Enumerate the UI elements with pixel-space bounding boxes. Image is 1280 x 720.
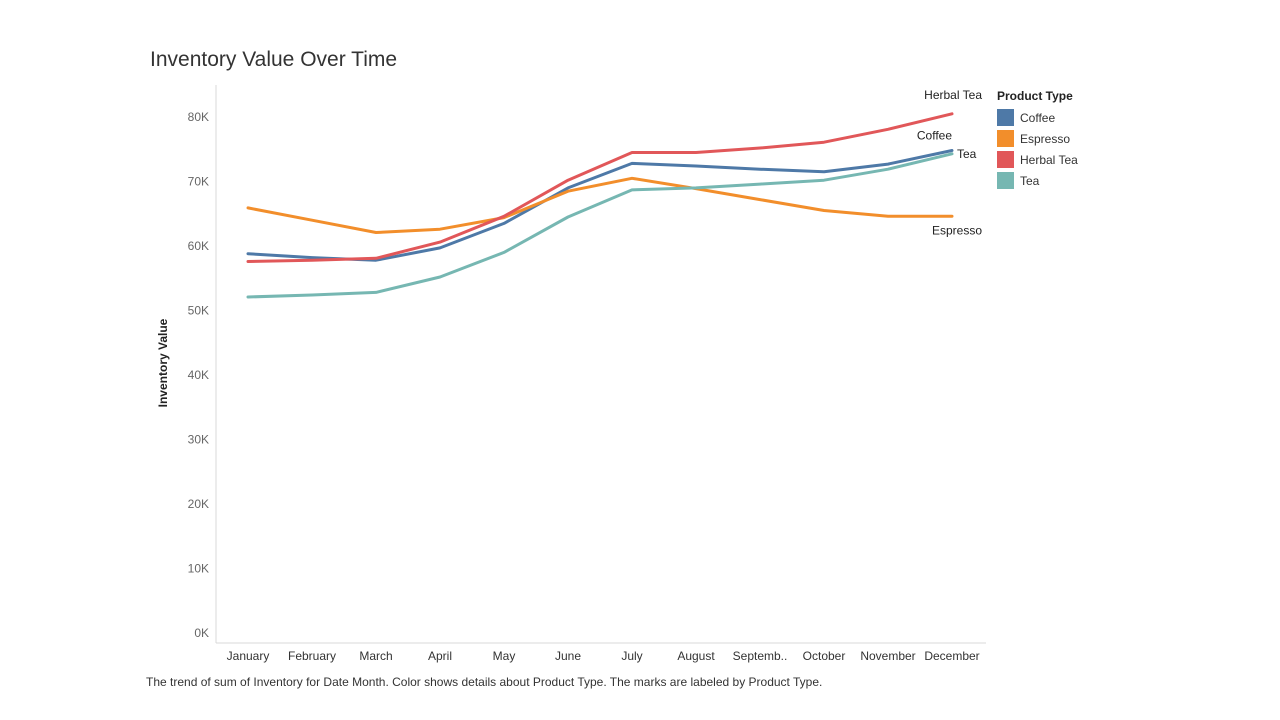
- legend: Product Type Coffee Espresso Herbal Tea …: [997, 89, 1078, 191]
- end-label-tea: Tea: [957, 147, 977, 161]
- legend-item-herbal-tea[interactable]: Herbal Tea: [997, 149, 1078, 170]
- series-line-tea: [246, 152, 954, 299]
- series-lines: [246, 112, 954, 299]
- x-tick-label: August: [677, 649, 715, 663]
- legend-item-espresso[interactable]: Espresso: [997, 128, 1078, 149]
- x-tick-label: April: [428, 649, 452, 663]
- y-tick-label: 30K: [188, 433, 209, 447]
- end-label-coffee: Coffee: [917, 129, 952, 143]
- y-tick-label: 0K: [194, 626, 209, 640]
- y-tick-label: 60K: [188, 239, 209, 253]
- legend-item-tea[interactable]: Tea: [997, 170, 1078, 191]
- x-tick-label: June: [555, 649, 581, 663]
- legend-swatch-herbal-tea: [997, 151, 1014, 168]
- chart-caption: The trend of sum of Inventory for Date M…: [146, 675, 823, 689]
- x-tick-label: May: [493, 649, 516, 663]
- legend-swatch-tea: [997, 172, 1014, 189]
- y-tick-label: 70K: [188, 175, 209, 189]
- series-line-herbal-tea: [246, 112, 954, 263]
- x-tick-label: February: [288, 649, 336, 663]
- end-label-herbal-tea: Herbal Tea: [924, 88, 982, 102]
- legend-swatch-espresso: [997, 130, 1014, 147]
- legend-label: Herbal Tea: [1020, 152, 1078, 167]
- x-tick-label: December: [924, 649, 979, 663]
- legend-label: Tea: [1020, 173, 1040, 188]
- y-tick-label: 80K: [188, 110, 209, 124]
- x-tick-label: October: [803, 649, 846, 663]
- x-tick-label: July: [621, 649, 642, 663]
- x-tick-label: March: [359, 649, 392, 663]
- y-tick-label: 50K: [188, 304, 209, 318]
- legend-label: Coffee: [1020, 110, 1056, 125]
- end-label-espresso: Espresso: [932, 223, 982, 237]
- end-labels: Herbal Tea Coffee Tea Espresso: [917, 88, 982, 238]
- x-tick-label: January: [227, 649, 270, 663]
- legend-label: Espresso: [1020, 131, 1071, 146]
- y-tick-label: 40K: [188, 368, 209, 382]
- axes: 0K 10K 20K 30K 40K 50K 60K 70K 80K January Februar…: [188, 85, 986, 663]
- y-tick-label: 10K: [188, 562, 209, 576]
- legend-title: Product Type: [997, 89, 1073, 103]
- x-tick-label: Septemb..: [733, 649, 788, 663]
- x-tick-label: November: [860, 649, 915, 663]
- chart-title: Inventory Value Over Time: [150, 48, 398, 71]
- legend-item-coffee[interactable]: Coffee: [997, 107, 1078, 128]
- y-tick-label: 20K: [188, 497, 209, 511]
- legend-swatch-coffee: [997, 109, 1014, 126]
- series-line-espresso: [246, 176, 954, 234]
